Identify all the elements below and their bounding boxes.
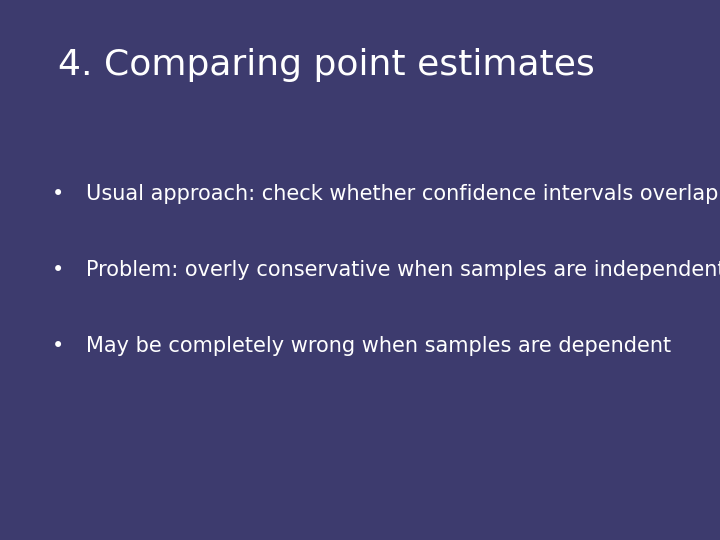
Text: •: •: [51, 260, 64, 280]
Text: •: •: [51, 184, 64, 205]
Text: 4. Comparing point estimates: 4. Comparing point estimates: [58, 48, 594, 82]
Text: Problem: overly conservative when samples are independent: Problem: overly conservative when sample…: [86, 260, 720, 280]
Text: •: •: [51, 335, 64, 356]
Text: May be completely wrong when samples are dependent: May be completely wrong when samples are…: [86, 335, 672, 356]
Text: Usual approach: check whether confidence intervals overlap: Usual approach: check whether confidence…: [86, 184, 719, 205]
